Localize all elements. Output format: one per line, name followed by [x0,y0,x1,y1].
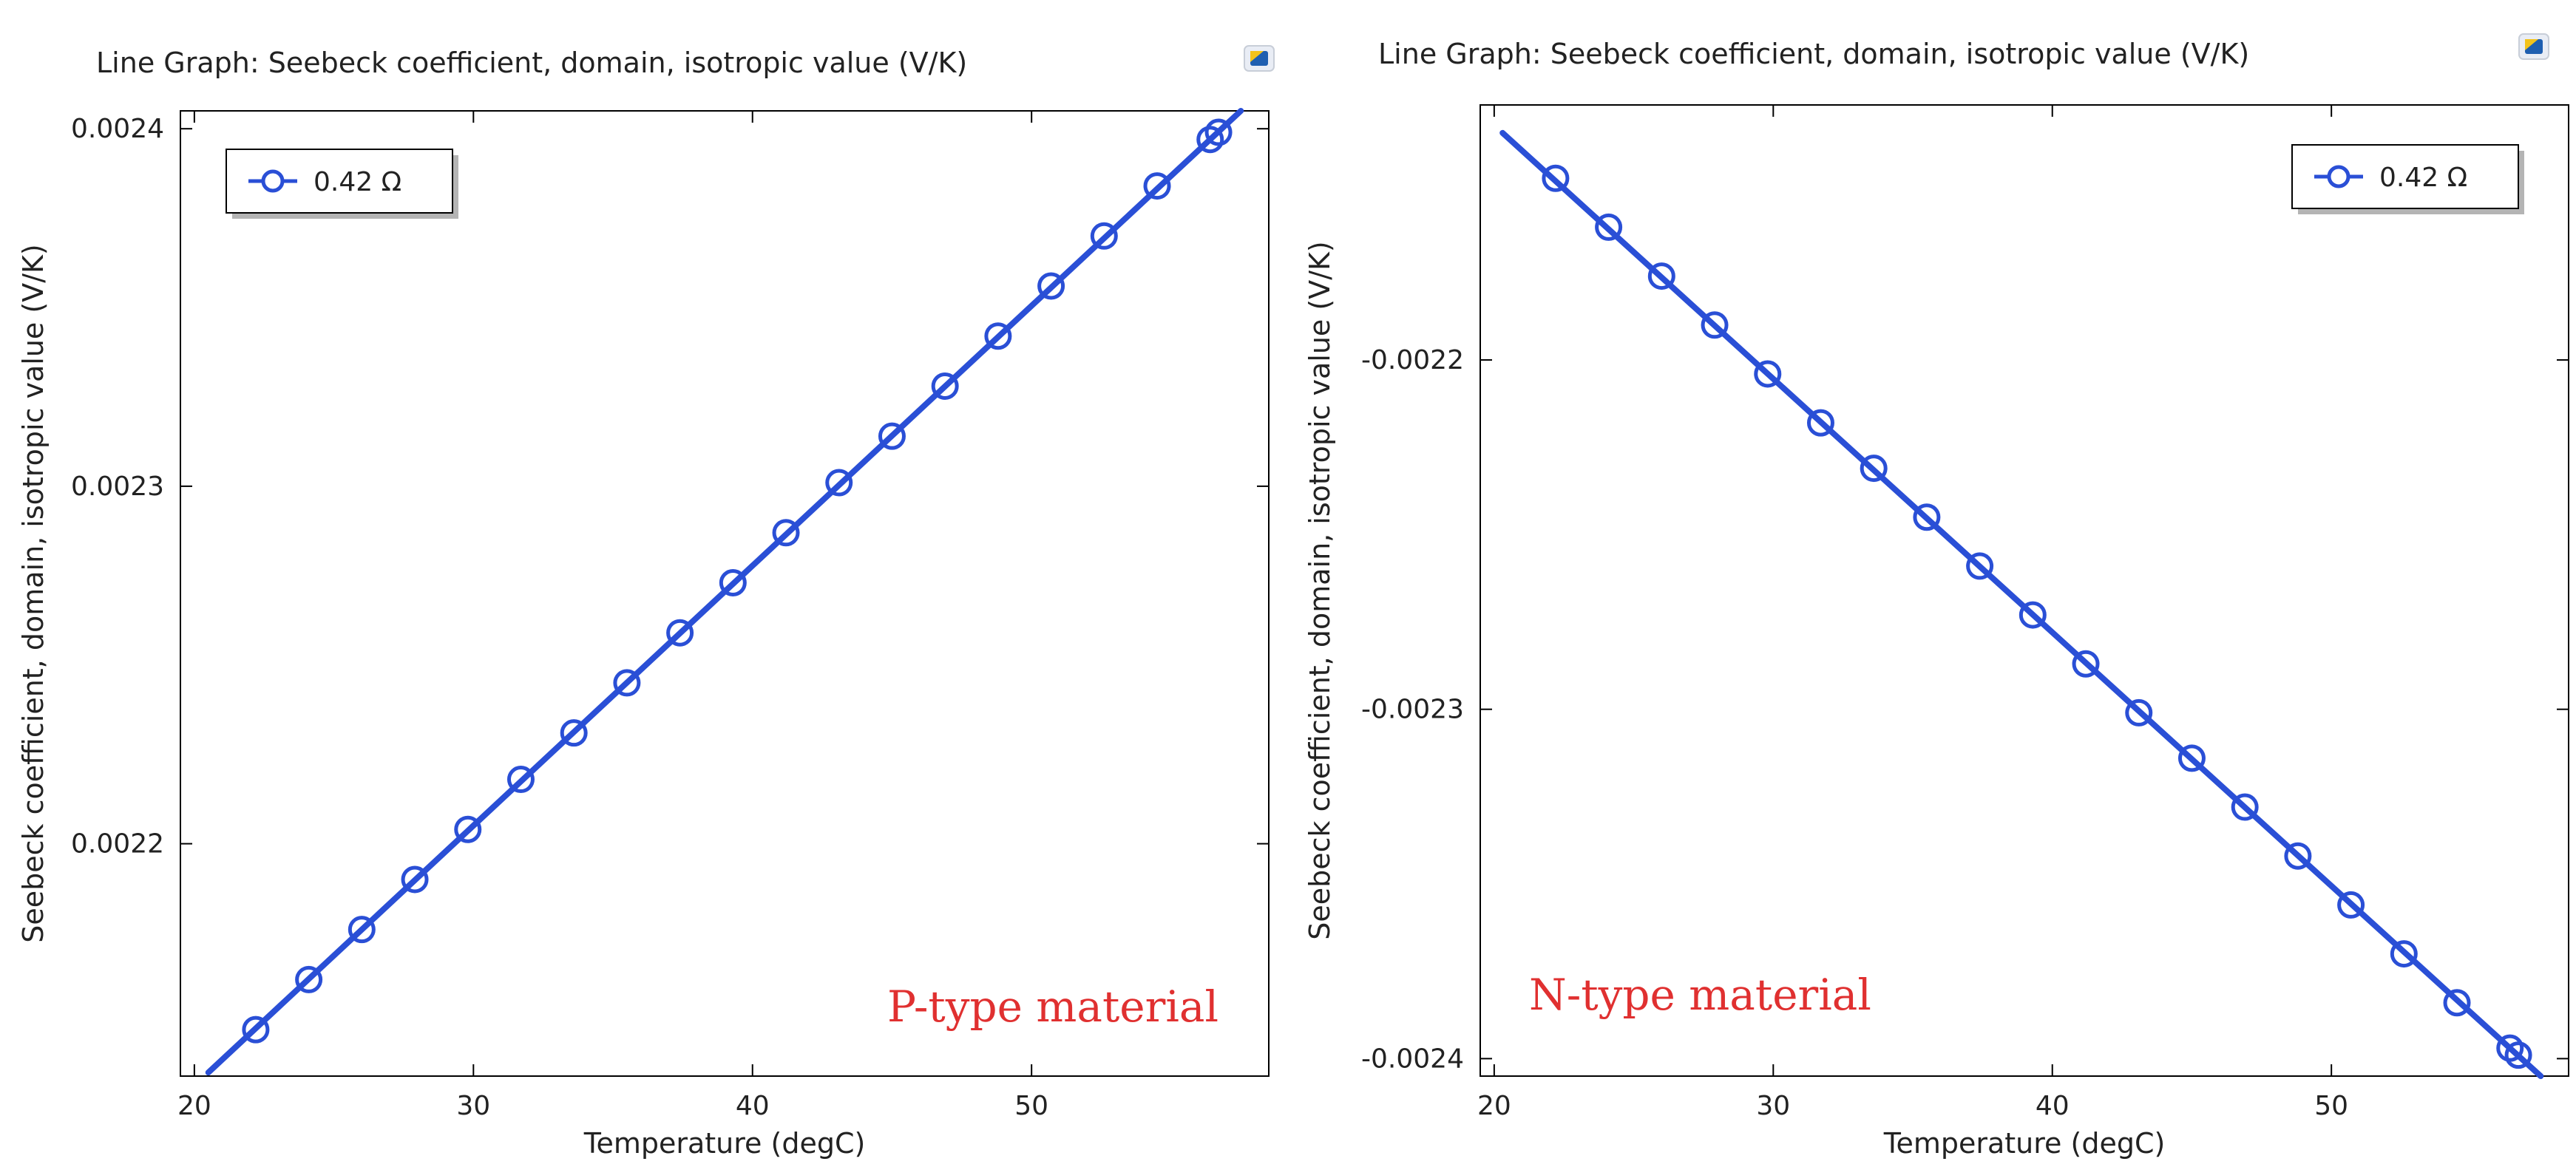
data-point [2504,1041,2532,1069]
y-tick-label: -0.0023 [1361,695,1464,725]
data-point [1754,360,1782,388]
y-tick-label: 0.0024 [71,114,164,144]
x-tick-label: 50 [2314,1091,2348,1121]
data-point [878,422,906,450]
data-point [1860,455,1888,483]
data-point [454,815,482,843]
x-tick-label: 30 [1756,1091,1790,1121]
y-tick-label: -0.0024 [1361,1044,1464,1074]
chart-title: Line Graph: Seebeck coefficient, domain,… [96,47,967,79]
x-tick-label: 30 [456,1091,490,1121]
data-point [666,619,694,647]
data-point [2443,989,2471,1017]
x-tick-label: 50 [1014,1091,1048,1121]
data-point [1647,262,1675,290]
plot-frame [1479,104,2569,1077]
x-axis-label: Temperature (degC) [1883,1127,2166,1160]
data-point [2125,698,2153,727]
data-point [2177,744,2206,772]
data-point [2390,940,2418,968]
icon-accent [1250,51,1264,62]
y-tick-label: -0.0022 [1361,345,1464,375]
chart-p-type: Line Graph: Seebeck coefficient, domain,… [17,45,1275,1160]
icon-accent [2525,39,2538,50]
data-point [2496,1034,2524,1062]
x-tick-label: 20 [177,1091,211,1121]
legend-marker-swatch [2327,165,2350,188]
data-point [1143,172,1171,200]
x-tick-label: 40 [736,1091,770,1121]
data-point [719,568,747,596]
legend[interactable]: 0.42 Ω [2291,144,2524,214]
data-point [1037,272,1065,300]
chart-n-type: Line Graph: Seebeck coefficient, domain,… [1304,33,2569,1160]
y-axis-label: Seebeck coefficient, domain, isotropic v… [1304,241,1336,940]
data-point [242,1015,270,1044]
y-axis-label: Seebeck coefficient, domain, isotropic v… [17,244,50,943]
data-point [1913,503,1941,531]
data-point [2337,891,2365,919]
data-point [931,372,959,400]
series-line [1499,129,2544,1079]
data-point [506,766,535,794]
data-point [295,965,323,993]
legend-marker-swatch [261,169,285,193]
data-point [2284,842,2312,870]
data-point [1542,164,1570,192]
data-point [825,469,853,497]
data-point [984,322,1012,350]
data-point [1595,213,1623,241]
material-annotation: N-type material [1529,970,1871,1020]
data-point [1204,118,1233,146]
data-point [560,719,588,747]
data-point [1966,552,1994,580]
data-point [1701,311,1729,339]
data-point [1806,409,1834,437]
data-point [2231,793,2259,821]
data-point [2072,650,2100,678]
data-point [401,865,429,894]
chart-title: Line Graph: Seebeck coefficient, domain,… [1378,38,2249,70]
plot-window-icon[interactable] [1244,45,1275,72]
data-point [772,519,800,547]
y-tick-label: 0.0022 [71,829,164,860]
legend-entry-label: 0.42 Ω [2379,163,2467,193]
y-tick-label: 0.0023 [71,472,164,502]
x-tick-label: 40 [2036,1091,2070,1121]
material-annotation: P-type material [887,981,1218,1032]
legend[interactable]: 0.42 Ω [226,149,458,219]
legend-entry-label: 0.42 Ω [313,167,401,197]
plot-window-icon[interactable] [2518,33,2549,60]
data-point [348,916,376,944]
x-axis-label: Temperature (degC) [583,1127,866,1160]
data-point [1196,126,1224,154]
x-tick-label: 20 [1477,1091,1511,1121]
data-point [1090,222,1118,250]
data-point [2019,601,2047,629]
data-point [613,669,641,697]
